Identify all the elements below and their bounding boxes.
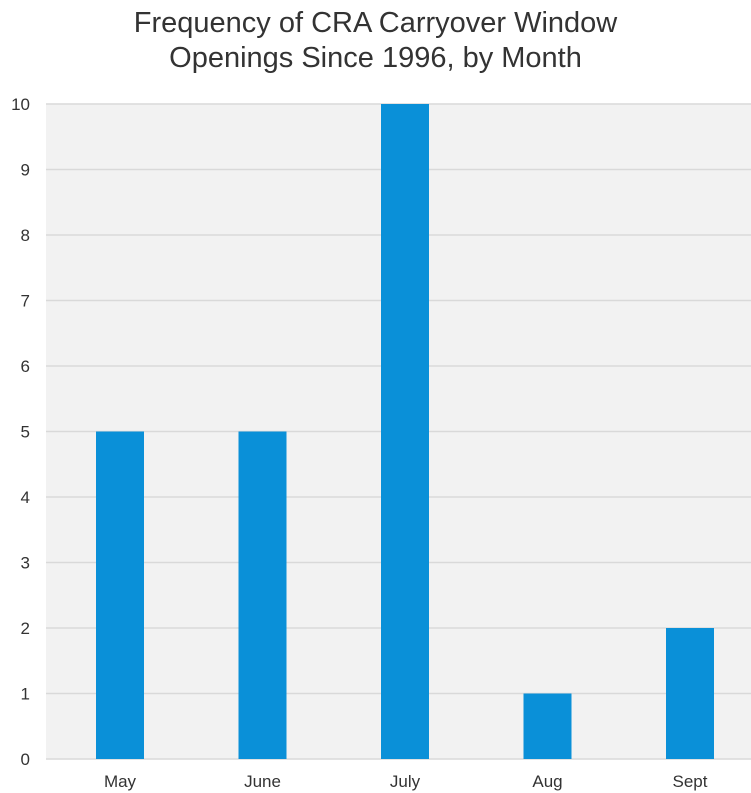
chart-title-line-2: Openings Since 1996, by Month [169, 42, 582, 74]
y-tick-label: 10 [11, 95, 30, 114]
y-tick-label: 4 [21, 488, 30, 507]
bar-may [96, 431, 144, 759]
y-tick-label: 6 [21, 357, 30, 376]
y-tick-label: 7 [21, 292, 30, 311]
x-tick-label: July [390, 772, 421, 791]
x-tick-label: Sept [673, 772, 708, 791]
chart-title: Frequency of CRA Carryover Window Openin… [0, 6, 751, 76]
bar-july [381, 104, 429, 759]
bar-sept [666, 628, 714, 759]
y-axis-ticks: 0 1 2 3 4 5 6 7 8 9 10 [11, 95, 30, 769]
y-tick-label: 3 [21, 554, 30, 573]
bar-june [238, 431, 287, 759]
y-tick-label: 5 [21, 423, 30, 442]
chart-title-line-1: Frequency of CRA Carryover Window [133, 7, 618, 39]
bars [96, 104, 714, 759]
y-tick-label: 1 [21, 685, 30, 704]
x-tick-label: June [244, 772, 281, 791]
x-axis-ticks: May June July Aug Sept [104, 772, 708, 791]
y-tick-label: 0 [21, 750, 30, 769]
y-tick-label: 9 [21, 161, 30, 180]
y-tick-label: 2 [21, 619, 30, 638]
x-tick-label: Aug [532, 772, 562, 791]
y-tick-label: 8 [21, 226, 30, 245]
bar-aug [523, 693, 572, 759]
x-tick-label: May [104, 772, 137, 791]
